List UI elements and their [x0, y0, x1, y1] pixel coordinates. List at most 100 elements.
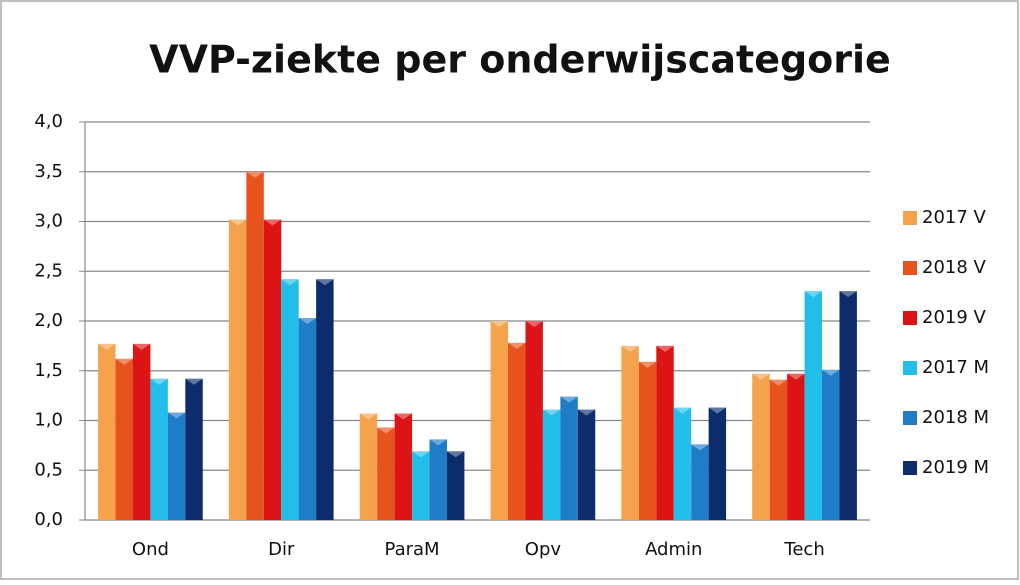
legend-swatch: [903, 261, 917, 275]
bar: [560, 396, 578, 520]
bar: [281, 279, 299, 520]
bar-cap: [787, 373, 805, 380]
y-tick-label: 3,0: [34, 211, 63, 232]
bar-cap: [167, 412, 186, 419]
y-tick-label: 2,5: [34, 260, 63, 281]
bar: [394, 413, 413, 520]
bar: [490, 321, 509, 520]
bar-cap: [115, 358, 133, 365]
bar-cap: [298, 318, 317, 325]
bar: [638, 361, 657, 520]
y-tick-label: 2,0: [34, 310, 63, 331]
bar-cap: [508, 342, 526, 349]
bar: [298, 318, 317, 520]
x-tick-label: Dir: [268, 539, 295, 560]
x-tick-label: Opv: [525, 539, 562, 560]
y-tick-label: 3,5: [34, 161, 63, 182]
bar: [673, 407, 692, 520]
bar-cap: [263, 219, 282, 226]
bar: [316, 279, 334, 520]
legend-label: 2018 M: [922, 407, 989, 428]
y-tick-label: 4,0: [34, 111, 63, 132]
bar-cap: [429, 439, 447, 446]
bar-cap: [412, 451, 430, 458]
bar-cap: [150, 378, 168, 385]
bar: [577, 409, 596, 520]
bar-cap: [708, 407, 727, 414]
bar-cap: [673, 407, 692, 414]
bar: [804, 291, 823, 520]
bar-cap: [359, 413, 378, 420]
bar: [839, 291, 857, 520]
legend-label: 2019 V: [922, 307, 987, 328]
bar-cap: [246, 171, 264, 178]
legend-swatch: [903, 461, 917, 475]
y-tick-label: 1,5: [34, 360, 63, 381]
bar: [429, 439, 447, 520]
bar: [98, 343, 116, 520]
bar: [359, 413, 378, 520]
bar: [185, 378, 203, 520]
bar: [132, 343, 151, 520]
bar: [525, 321, 543, 520]
bar: [377, 427, 395, 520]
bar: [542, 409, 561, 520]
bar-cap: [804, 291, 823, 298]
bar: [708, 407, 727, 520]
legend-label: 2017 V: [922, 207, 987, 228]
bar-cap: [656, 345, 674, 352]
bar-cap: [98, 343, 116, 350]
bar-cap: [621, 345, 639, 352]
bar-cap: [316, 279, 334, 286]
y-tick-label: 0,0: [34, 509, 63, 530]
legend-label: 2017 M: [922, 357, 989, 378]
bar: [167, 412, 186, 520]
bar: [228, 219, 247, 520]
bar: [412, 451, 430, 520]
bar: [263, 219, 282, 520]
legend-label: 2018 V: [922, 257, 987, 278]
bar-cap: [839, 291, 857, 298]
x-tick-label: Tech: [783, 539, 824, 560]
bar: [822, 369, 840, 520]
bar: [508, 342, 526, 520]
bar: [691, 444, 709, 520]
bar-cap: [281, 279, 299, 286]
chart-title: VVP-ziekte per onderwijscategorie: [149, 38, 891, 82]
y-tick-label: 0,5: [34, 459, 63, 480]
bar: [446, 451, 465, 520]
bar-cap: [228, 219, 247, 226]
bar: [115, 358, 133, 520]
legend-swatch: [903, 211, 917, 225]
bar: [769, 379, 788, 520]
bar-cap: [185, 378, 203, 385]
legend-swatch: [903, 311, 917, 325]
bar: [621, 345, 639, 520]
x-tick-label: ParaM: [385, 539, 440, 560]
bar-cap: [822, 369, 840, 376]
bar-cap: [542, 409, 561, 416]
bar-cap: [446, 451, 465, 458]
bar: [150, 378, 168, 520]
x-tick-label: Admin: [645, 539, 702, 560]
legend-swatch: [903, 411, 917, 425]
legend-swatch: [903, 361, 917, 375]
bar-cap: [752, 373, 770, 380]
bar: [752, 373, 770, 520]
bar-cap: [394, 413, 413, 420]
bar-cap: [769, 379, 788, 386]
x-tick-label: Ond: [132, 539, 169, 560]
bar-cap: [377, 427, 395, 434]
bar-cap: [525, 321, 543, 327]
bar: [246, 171, 264, 520]
bar-cap: [132, 343, 151, 350]
y-tick-label: 1,0: [34, 410, 63, 431]
bar: [656, 345, 674, 520]
bar-cap: [577, 409, 596, 416]
bar-cap: [691, 444, 709, 451]
legend-label: 2019 M: [922, 457, 989, 478]
bar-cap: [490, 321, 509, 327]
bar: [787, 373, 805, 520]
bar-cap: [560, 396, 578, 403]
